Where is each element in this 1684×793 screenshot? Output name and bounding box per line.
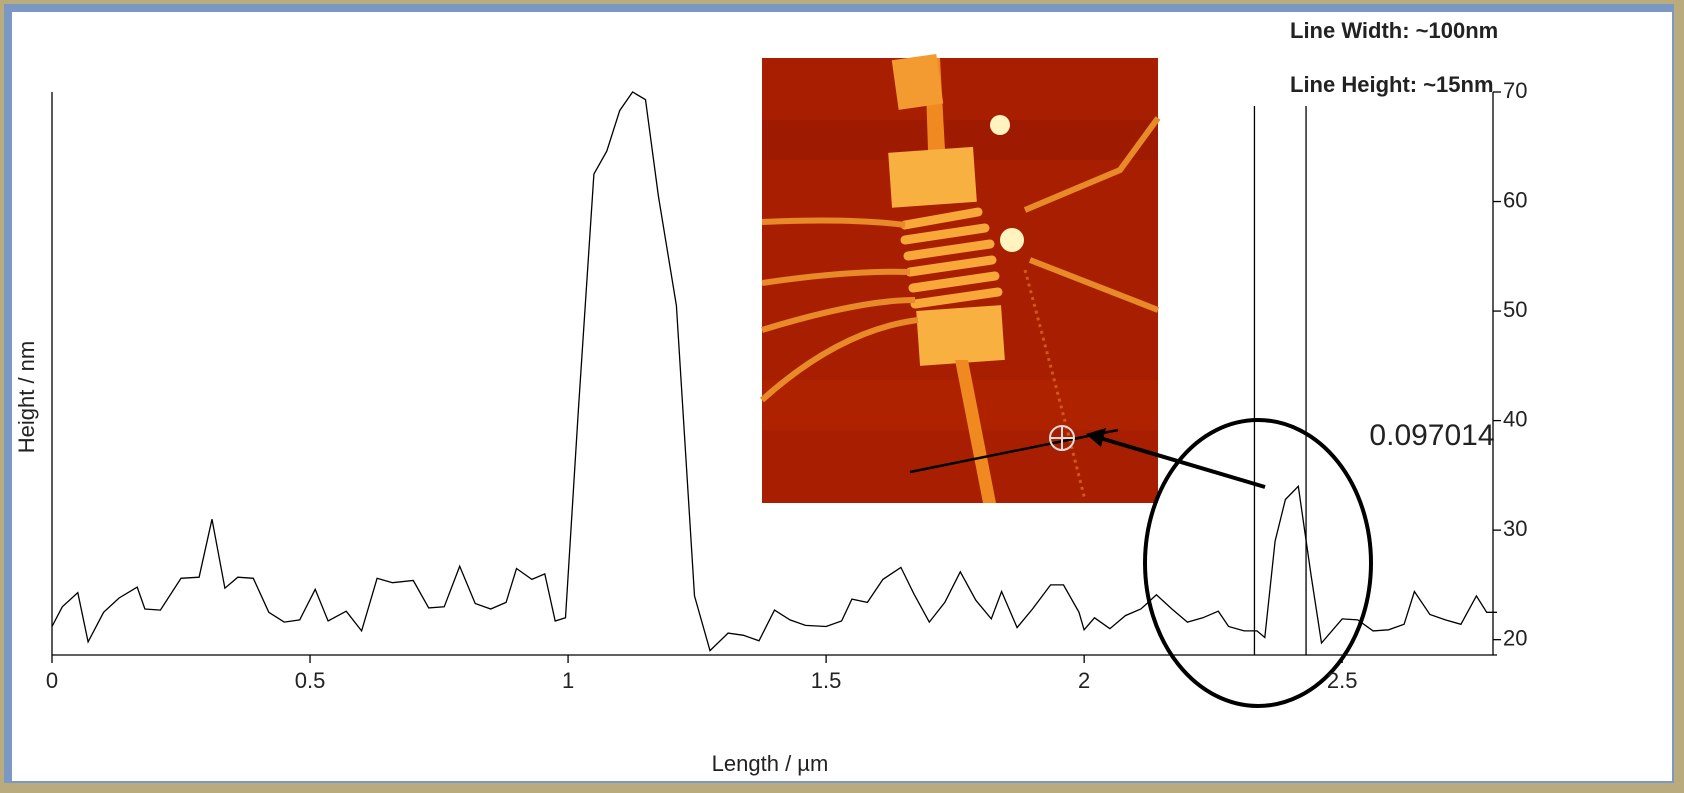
x-tick-label: 0.5 bbox=[295, 668, 326, 693]
arrow bbox=[1086, 428, 1266, 489]
y-tick-label: 30 bbox=[1503, 516, 1527, 541]
y-tick-label: 40 bbox=[1503, 406, 1527, 431]
y-tick-label: 20 bbox=[1503, 625, 1527, 650]
x-tick-label: 2 bbox=[1078, 668, 1090, 693]
x-axis-label: Length / µm bbox=[712, 751, 829, 776]
y-tick-label: 70 bbox=[1503, 78, 1527, 103]
x-tick-label: 1.5 bbox=[811, 668, 842, 693]
afm-inset-image bbox=[759, 54, 1161, 503]
profile-line bbox=[51, 91, 1497, 652]
annotation: 0.097014 bbox=[1369, 419, 1494, 452]
annotation: Line Width: ~100nm bbox=[1290, 18, 1498, 43]
x-tick-label: 0 bbox=[46, 668, 58, 693]
y-tick-label: 50 bbox=[1503, 297, 1527, 322]
x-tick-label: 2.5 bbox=[1327, 668, 1358, 693]
y-axis-label: Height / nm bbox=[14, 341, 39, 454]
x-tick-label: 1 bbox=[562, 668, 574, 693]
y-tick-label: 60 bbox=[1503, 187, 1527, 212]
annotation: Line Height: ~15nm bbox=[1290, 72, 1494, 97]
highlight-ellipse bbox=[1143, 418, 1373, 708]
